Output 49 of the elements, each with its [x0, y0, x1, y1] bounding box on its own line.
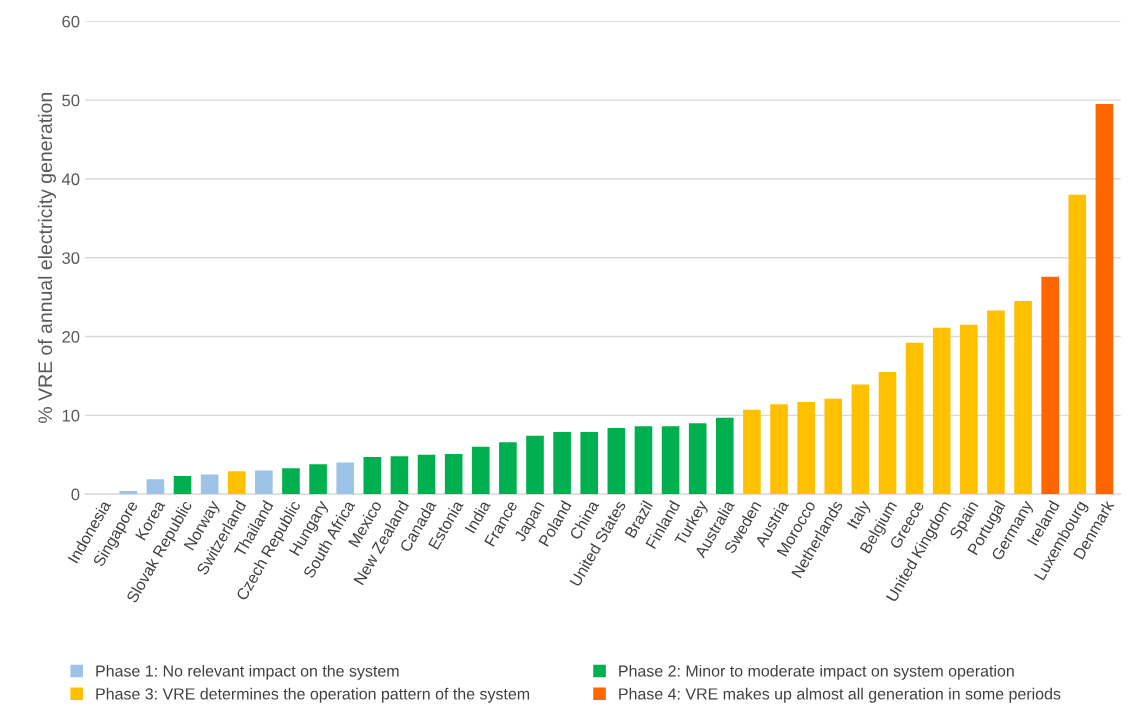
y-tick-label: 20 — [62, 330, 80, 343]
legend-label: Phase 1: No relevant impact on the system — [96, 664, 399, 680]
bar — [905, 342, 924, 495]
bar — [553, 431, 571, 495]
bar — [1095, 104, 1114, 495]
y-axis-title: % VRE of annual electricity generation — [37, 93, 56, 423]
bar — [309, 464, 327, 495]
bar — [824, 398, 843, 495]
bar — [607, 427, 626, 495]
bar — [471, 446, 490, 495]
legend-label: Phase 4: VRE makes up almost all generation in some periods — [619, 687, 1061, 703]
bar — [499, 442, 517, 495]
bar — [444, 453, 463, 495]
bar — [715, 417, 734, 495]
bar — [878, 372, 897, 495]
bar — [851, 384, 870, 495]
bar — [1014, 301, 1032, 495]
bar — [173, 476, 192, 495]
bar — [390, 456, 409, 495]
y-tick-label: 0 — [71, 488, 80, 501]
bar — [119, 490, 138, 495]
y-tick-label: 30 — [62, 252, 80, 264]
bar — [1068, 194, 1087, 495]
y-tick-label: 10 — [62, 409, 80, 422]
bar — [255, 470, 273, 495]
y-tick-label: 50 — [62, 94, 80, 107]
bar — [932, 327, 951, 495]
y-tick-label: 60 — [62, 15, 80, 28]
bar — [1041, 276, 1059, 495]
bar — [580, 431, 599, 495]
bar — [363, 457, 382, 495]
bar — [797, 401, 815, 495]
bar — [661, 426, 680, 495]
bar — [987, 310, 1005, 495]
bar — [227, 471, 246, 495]
bar — [688, 423, 707, 495]
bar — [417, 454, 436, 495]
bar — [770, 404, 788, 495]
bar — [526, 435, 544, 495]
bar — [960, 324, 978, 495]
bar — [336, 462, 355, 495]
bar — [282, 468, 300, 495]
legend-label: Phase 3: VRE determines the operation pattern of the system — [96, 687, 530, 703]
bar — [634, 426, 653, 495]
bar — [200, 474, 219, 495]
legend-label: Phase 2: Minor to moderate impact on system operation — [619, 664, 1014, 680]
bar — [146, 479, 165, 495]
y-tick-label: 40 — [61, 173, 80, 186]
bar — [743, 409, 761, 495]
